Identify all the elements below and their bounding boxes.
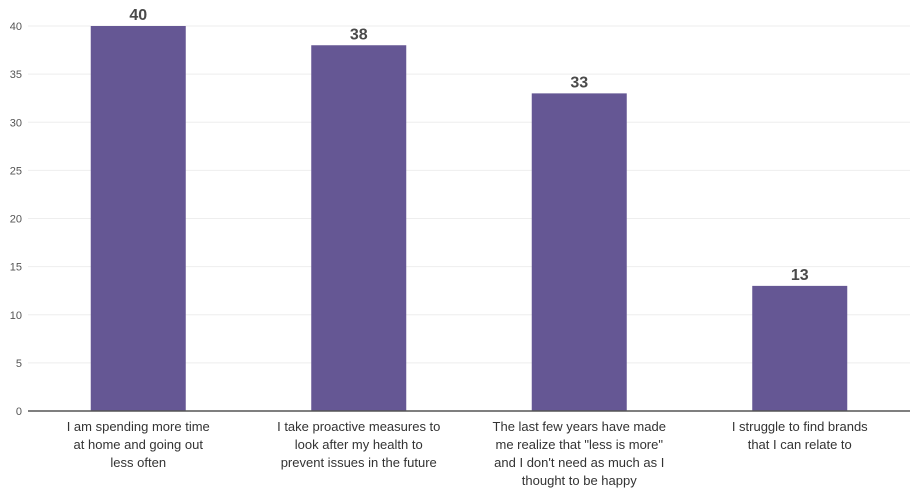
bar-value-label: 38	[350, 26, 368, 43]
x-tick-label: The last few years have made me realize t…	[474, 418, 684, 490]
y-tick-label: 25	[10, 165, 22, 177]
bar	[311, 45, 407, 411]
x-tick-label-line: and I don't need as much as I	[494, 455, 665, 470]
x-tick-label: I struggle to find brands that I can rela…	[695, 418, 905, 454]
bar	[752, 285, 848, 411]
x-tick-label-line: thought to be happy	[521, 473, 637, 488]
bars	[90, 26, 848, 411]
x-tick-label-line: I am spending more time	[66, 419, 210, 434]
value-labels: 40 38 33 13	[129, 7, 808, 284]
bar	[90, 26, 186, 411]
x-tick-label-line: that I can relate to	[747, 437, 852, 452]
y-tick-label: 15	[10, 262, 22, 274]
y-tick-label: 5	[16, 358, 22, 370]
x-tick-label-line: The last few years have made	[492, 419, 666, 434]
y-tick-label: 30	[10, 117, 22, 129]
bar-value-label: 13	[791, 267, 809, 284]
x-tick-label-line: prevent issues in the future	[280, 455, 437, 470]
y-tick-label: 10	[10, 310, 22, 322]
x-tick-label: I am spending more time at home and going…	[33, 418, 243, 472]
x-tick-label-line: I take proactive measures to	[277, 419, 441, 434]
bar	[531, 93, 627, 411]
bar-value-label: 40	[129, 7, 147, 24]
y-axis: 0 5 10 15 20 25 30 35 40	[10, 21, 22, 418]
x-tick-label-line: at home and going out	[73, 437, 203, 452]
y-tick-label: 20	[10, 214, 22, 226]
x-tick-label-line: look after my health to	[294, 437, 423, 452]
x-tick-label-line: me realize that "less is more"	[495, 437, 663, 452]
x-tick-label: I take proactive measures to look after m…	[254, 418, 464, 472]
y-tick-label: 0	[16, 406, 22, 418]
x-tick-label-line: I struggle to find brands	[731, 419, 868, 434]
y-tick-label: 35	[10, 69, 22, 81]
x-tick-label-line: less often	[110, 455, 167, 470]
bar-value-label: 33	[570, 74, 588, 91]
y-tick-label: 40	[10, 21, 22, 33]
